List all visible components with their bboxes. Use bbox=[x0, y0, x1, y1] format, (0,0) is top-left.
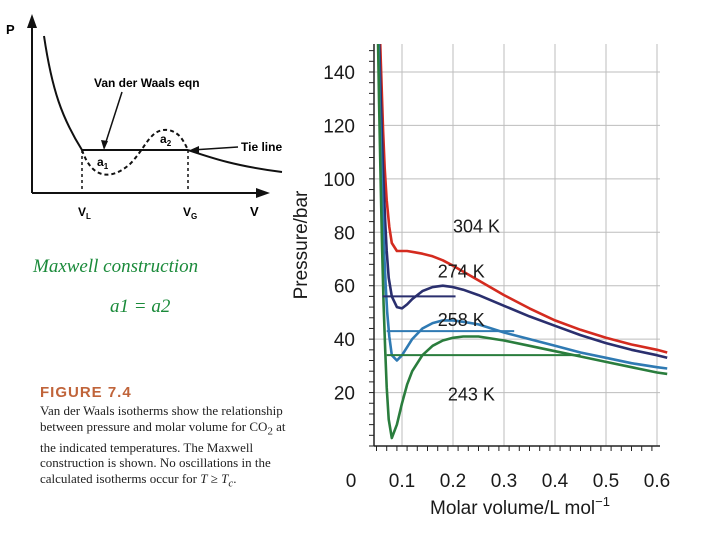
y-tick-label: 120 bbox=[323, 116, 355, 137]
y-tick-label: 140 bbox=[323, 63, 355, 84]
isotherm-258k bbox=[377, 44, 668, 370]
x-tick-label: 0.4 bbox=[542, 471, 569, 492]
chart-ticks: 20 40 60 80 100 120 140 0 0.1 0.2 0.3 0.4 0.5 0.6 bbox=[323, 63, 670, 492]
isotherm-274k bbox=[377, 44, 668, 360]
schematic-diagram: P V Van der Waals eqn Tie line a1 a2 VL … bbox=[6, 14, 283, 221]
x-tick-label: 0.2 bbox=[440, 471, 466, 492]
y-tick-label: 80 bbox=[334, 223, 355, 244]
equal-areas-label: a1 = a2 bbox=[110, 296, 171, 317]
schematic-gas-branch bbox=[187, 149, 283, 173]
y-tick-label: 40 bbox=[334, 330, 355, 351]
schematic-vdw-loop bbox=[81, 128, 189, 176]
isotherm-label-243k: 243 K bbox=[448, 385, 495, 405]
chart-series bbox=[376, 44, 668, 440]
vg-label: VG bbox=[183, 205, 197, 221]
isotherm-243k bbox=[376, 44, 668, 440]
vdw-pointer bbox=[103, 91, 123, 149]
isotherm-304k bbox=[378, 44, 668, 354]
x-tick-label: 0 bbox=[346, 471, 357, 492]
schematic-y-arrow bbox=[27, 14, 37, 28]
schematic-v-label: V bbox=[250, 204, 259, 219]
schematic-p-label: P bbox=[6, 22, 15, 37]
tie-pointer-head bbox=[190, 146, 199, 153]
y-tick-label: 100 bbox=[323, 170, 355, 191]
vdw-pointer-head bbox=[101, 140, 108, 150]
isotherm-label-258k: 258 K bbox=[438, 310, 485, 330]
chart-labels: 304 K 274 K 258 K 243 K bbox=[438, 216, 500, 404]
y-tick-label: 20 bbox=[334, 384, 355, 405]
figure-title: FIGURE 7.4 bbox=[40, 384, 132, 401]
schematic-x-arrow bbox=[256, 188, 270, 198]
maxwell-construction-label: Maxwell construction bbox=[33, 256, 199, 277]
x-tick-label: 0.6 bbox=[644, 471, 670, 492]
y-tick-label: 60 bbox=[334, 277, 355, 298]
figure-caption: Van der Waals isotherms show the relatio… bbox=[40, 403, 286, 490]
isotherm-label-274k: 274 K bbox=[438, 262, 485, 282]
tie-pointer bbox=[191, 146, 239, 151]
isotherm-label-304k: 304 K bbox=[453, 216, 500, 236]
a2-label: a2 bbox=[160, 132, 172, 148]
x-tick-label: 0.5 bbox=[593, 471, 619, 492]
schematic-liquid-branch bbox=[43, 35, 83, 151]
a1-label: a1 bbox=[97, 155, 109, 171]
y-axis-label: Pressure/bar bbox=[291, 190, 312, 299]
vdw-eqn-label: Van der Waals eqn bbox=[94, 76, 200, 90]
tie-line-label: Tie line bbox=[241, 140, 282, 154]
chart-grid bbox=[369, 44, 660, 451]
vl-label: VL bbox=[78, 205, 91, 221]
x-tick-label: 0.1 bbox=[389, 471, 415, 492]
x-tick-label: 0.3 bbox=[491, 471, 517, 492]
x-axis-label: Molar volume/L mol−1 bbox=[430, 494, 610, 519]
